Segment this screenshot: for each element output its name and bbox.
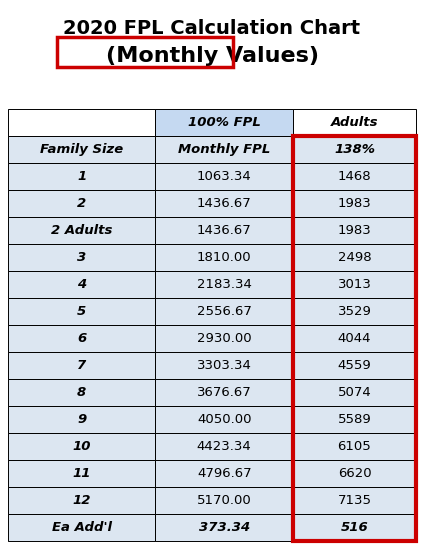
Text: 3676.67: 3676.67 bbox=[197, 386, 251, 399]
Text: 3303.34: 3303.34 bbox=[197, 359, 252, 372]
Bar bbox=[155, 109, 293, 136]
Bar bbox=[8, 406, 155, 432]
Text: 2183.34: 2183.34 bbox=[197, 278, 252, 291]
Bar bbox=[155, 244, 293, 271]
Text: 1983: 1983 bbox=[338, 197, 371, 210]
Bar bbox=[8, 217, 155, 244]
Bar bbox=[8, 379, 155, 406]
Text: 9: 9 bbox=[77, 413, 86, 426]
Bar bbox=[293, 244, 416, 271]
Bar bbox=[155, 352, 293, 379]
Bar bbox=[8, 136, 155, 163]
Bar bbox=[8, 244, 155, 271]
Text: 7: 7 bbox=[77, 359, 86, 372]
Bar bbox=[8, 432, 155, 460]
Text: 2020 FPL Calculation Chart: 2020 FPL Calculation Chart bbox=[64, 19, 360, 38]
Text: 2498: 2498 bbox=[338, 251, 371, 264]
Text: 8: 8 bbox=[77, 386, 86, 399]
Text: 6: 6 bbox=[77, 332, 86, 345]
Bar bbox=[155, 298, 293, 325]
Text: 4423.34: 4423.34 bbox=[197, 440, 251, 453]
Text: 5: 5 bbox=[77, 305, 86, 318]
Bar bbox=[8, 352, 155, 379]
Bar bbox=[8, 190, 155, 217]
Bar bbox=[8, 486, 155, 514]
Bar bbox=[155, 190, 293, 217]
Bar bbox=[293, 163, 416, 190]
Text: 1983: 1983 bbox=[338, 224, 371, 237]
Bar bbox=[293, 486, 416, 514]
Bar bbox=[8, 514, 155, 541]
Text: 2930.00: 2930.00 bbox=[197, 332, 251, 345]
Bar bbox=[293, 217, 416, 244]
Bar bbox=[293, 190, 416, 217]
Bar bbox=[293, 379, 416, 406]
Text: 138%: 138% bbox=[334, 143, 375, 156]
Bar bbox=[8, 325, 155, 352]
Text: 1810.00: 1810.00 bbox=[197, 251, 251, 264]
Bar bbox=[155, 325, 293, 352]
Bar bbox=[155, 163, 293, 190]
Text: Family Size: Family Size bbox=[40, 143, 123, 156]
Bar bbox=[293, 432, 416, 460]
Text: 3013: 3013 bbox=[338, 278, 371, 291]
Bar bbox=[293, 298, 416, 325]
Bar bbox=[155, 271, 293, 298]
Text: 10: 10 bbox=[73, 440, 91, 453]
Bar bbox=[293, 136, 416, 541]
Text: 4050.00: 4050.00 bbox=[197, 413, 251, 426]
Text: 4044: 4044 bbox=[338, 332, 371, 345]
Bar bbox=[8, 271, 155, 298]
Text: 6105: 6105 bbox=[338, 440, 371, 453]
Text: 1063.34: 1063.34 bbox=[197, 170, 251, 183]
Text: 12: 12 bbox=[73, 494, 91, 507]
Text: 516: 516 bbox=[340, 520, 368, 533]
Text: 7135: 7135 bbox=[338, 494, 371, 507]
Bar bbox=[155, 460, 293, 486]
Text: 2 Adults: 2 Adults bbox=[51, 224, 112, 237]
Text: Monthly FPL: Monthly FPL bbox=[178, 143, 271, 156]
Bar bbox=[293, 352, 416, 379]
Bar bbox=[8, 109, 155, 136]
Text: 2556.67: 2556.67 bbox=[197, 305, 252, 318]
Bar bbox=[293, 109, 416, 136]
Text: 3: 3 bbox=[77, 251, 86, 264]
Bar bbox=[155, 514, 293, 541]
Text: 3529: 3529 bbox=[338, 305, 371, 318]
Bar bbox=[293, 460, 416, 486]
Bar bbox=[155, 217, 293, 244]
Bar bbox=[293, 271, 416, 298]
Text: 4: 4 bbox=[77, 278, 86, 291]
Text: 2: 2 bbox=[77, 197, 86, 210]
Text: 373.34: 373.34 bbox=[198, 520, 250, 533]
Text: 1: 1 bbox=[77, 170, 86, 183]
Text: 4796.67: 4796.67 bbox=[197, 467, 251, 479]
Bar bbox=[155, 379, 293, 406]
Text: 1436.67: 1436.67 bbox=[197, 197, 251, 210]
Bar bbox=[155, 486, 293, 514]
Bar bbox=[8, 163, 155, 190]
Bar bbox=[293, 325, 416, 352]
Text: 100% FPL: 100% FPL bbox=[188, 116, 261, 129]
Bar bbox=[155, 136, 293, 163]
Bar bbox=[293, 406, 416, 432]
Text: 5170.00: 5170.00 bbox=[197, 494, 251, 507]
Bar bbox=[155, 432, 293, 460]
Bar bbox=[293, 514, 416, 541]
Bar bbox=[8, 298, 155, 325]
Text: 5074: 5074 bbox=[338, 386, 371, 399]
Bar bbox=[8, 460, 155, 486]
Text: 5589: 5589 bbox=[338, 413, 371, 426]
Text: Adults: Adults bbox=[331, 116, 378, 129]
Text: 1436.67: 1436.67 bbox=[197, 224, 251, 237]
Text: Ea Add'l: Ea Add'l bbox=[52, 520, 112, 533]
Bar bbox=[293, 136, 416, 163]
Text: 1468: 1468 bbox=[338, 170, 371, 183]
Text: (Monthly Values): (Monthly Values) bbox=[106, 46, 318, 67]
Text: 11: 11 bbox=[73, 467, 91, 479]
Bar bbox=[155, 406, 293, 432]
Text: 4559: 4559 bbox=[338, 359, 371, 372]
Text: 6620: 6620 bbox=[338, 467, 371, 479]
